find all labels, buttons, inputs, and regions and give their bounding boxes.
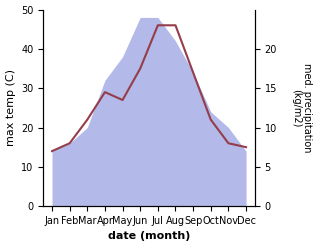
Y-axis label: med. precipitation
(kg/m2): med. precipitation (kg/m2) [291,63,313,153]
X-axis label: date (month): date (month) [108,231,190,242]
Y-axis label: max temp (C): max temp (C) [5,69,16,146]
